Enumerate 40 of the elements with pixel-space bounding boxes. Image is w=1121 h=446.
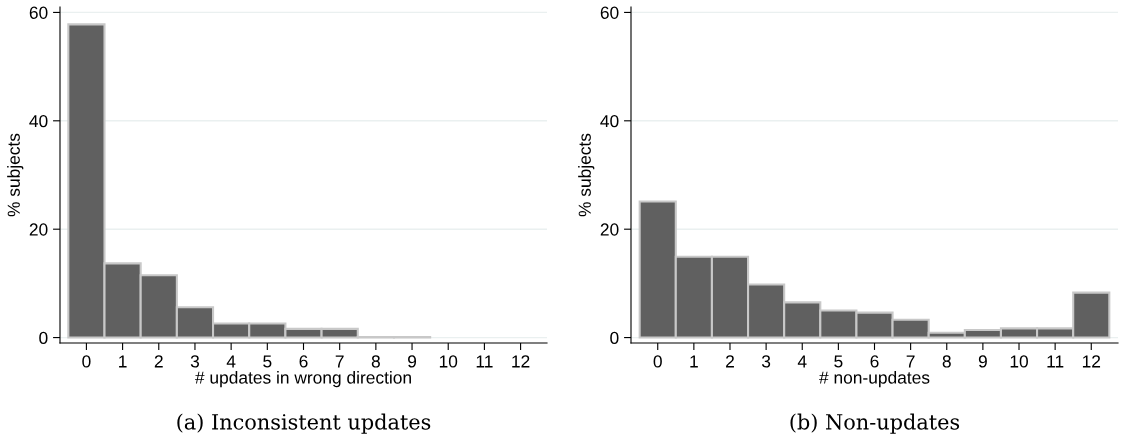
x-tick-label: 1 [119, 355, 127, 368]
x-tick-label: 2 [726, 355, 734, 368]
x-tick-label: 1 [690, 355, 698, 368]
y-tick-label: 20 [29, 223, 48, 236]
x-tick-label: 0 [653, 355, 662, 368]
x-tick-label: 4 [797, 355, 807, 368]
x-tick-label: 2 [154, 355, 163, 368]
y-tick-label: 0 [39, 331, 48, 345]
x-tick-label: 7 [906, 355, 915, 368]
x-tick-label: 6 [870, 355, 879, 368]
x-tick-label: 11 [476, 355, 493, 368]
y-tick-label: 40 [29, 114, 48, 128]
x-tick-label: 7 [335, 355, 344, 368]
y-tick-label: 60 [600, 6, 619, 19]
y-axis-title: % subjects [578, 133, 595, 217]
x-tick-label: 0 [82, 355, 91, 368]
y-tick-label: 60 [29, 6, 48, 19]
y-axis-title: % subjects [7, 133, 24, 217]
x-tick-label: 9 [408, 355, 417, 368]
x-tick-label: 12 [1082, 355, 1101, 368]
x-tick-label: 8 [942, 355, 951, 368]
y-tick-label: 0 [610, 331, 619, 345]
x-tick-label: 9 [978, 355, 987, 368]
x-tick-label: 12 [512, 355, 530, 368]
x-tick-label: 3 [761, 355, 771, 368]
x-tick-label: 5 [263, 355, 272, 368]
x-tick-label: 10 [439, 355, 458, 368]
x-axis-title: # updates in wrong direction [195, 370, 411, 388]
x-tick-label: 8 [371, 355, 380, 368]
x-axis-title: # non-updates [819, 370, 930, 388]
x-tick-label: 4 [226, 355, 236, 368]
y-tick-label: 40 [600, 114, 619, 128]
x-tick-label: 10 [1010, 355, 1028, 368]
x-tick-label: 11 [1047, 355, 1064, 368]
x-tick-label: 3 [190, 355, 200, 368]
y-tick-label: 20 [600, 223, 619, 236]
x-tick-label: 5 [834, 355, 843, 368]
x-tick-label: 6 [299, 355, 308, 368]
text: (b) Non-updates [790, 413, 960, 434]
text: (a) Inconsistent updates [177, 413, 431, 434]
